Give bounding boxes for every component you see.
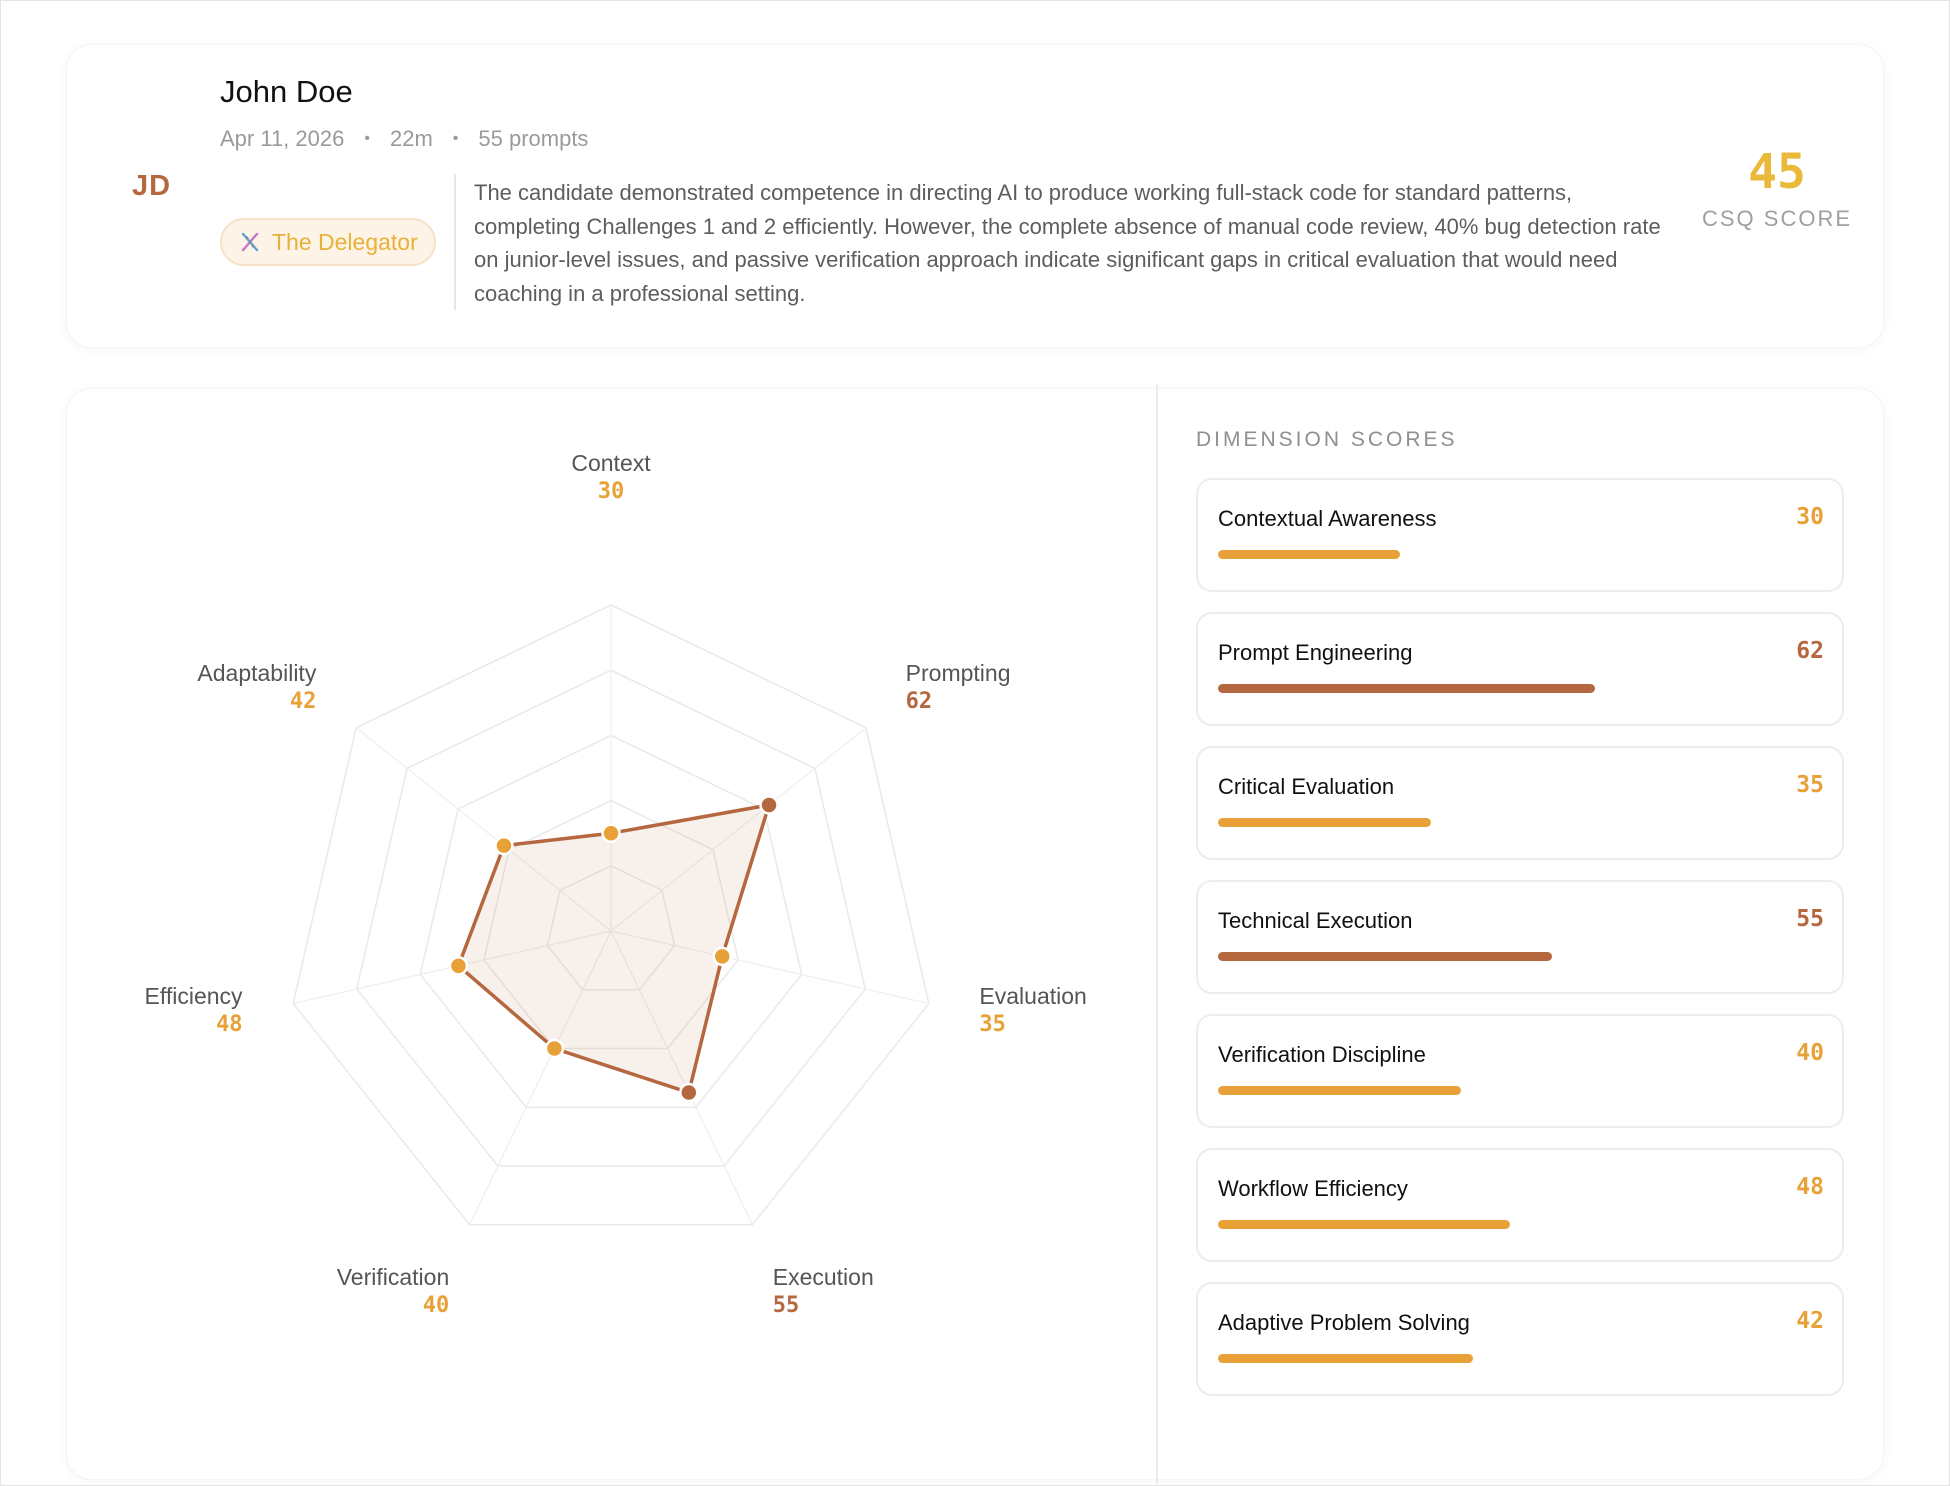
radar-axis-value: 48 [216,1012,243,1037]
dimension-score: 30 [1796,504,1824,530]
dimension-bar-fill [1218,550,1401,559]
dimension-bar-fill [1218,1086,1462,1095]
prompt-count: 55 prompts [478,126,589,151]
candidate-header-card [66,44,1884,348]
dimension-score-list: Contextual Awareness 30 Prompt Engineeri… [1196,478,1844,1416]
radar-point-prompting [759,795,779,815]
radar-data-area [448,795,779,1103]
radar-axis-line [610,727,867,932]
radar-axis-label: Context [571,450,651,476]
dimension-name: Workflow Efficiency [1218,1176,1408,1201]
radar-axis-line [610,930,753,1225]
dimension-item: Contextual Awareness 30 [1196,478,1844,592]
candidate-meta: Apr 11, 2026 • 22m • 55 prompts [220,126,588,152]
radar-axis-label: Verification [337,1264,450,1290]
dimension-score: 40 [1796,1040,1824,1066]
radar-axis-label: Adaptability [197,660,316,686]
dimension-name: Contextual Awareness [1218,506,1437,531]
radar-axis-line [610,930,929,1005]
radar-point-evaluation [712,946,732,967]
dimension-bar-track [1218,952,1826,961]
radar-axis-value: 62 [906,689,933,714]
radar-axis-value: 30 [598,479,625,504]
dimension-bar-fill [1218,684,1595,693]
separator-dot: • [452,130,459,147]
radar-grid-ring [483,799,739,1050]
radar-axis-value: 40 [423,1293,450,1318]
radar-axis-line [469,930,612,1225]
radar-grid-ring [355,669,867,1167]
radar-axis-label: Efficiency [145,983,244,1009]
radar-grid [292,604,930,1226]
radar-data-polygon [456,803,771,1095]
column-divider [1156,384,1158,1484]
radar-grid-ring [292,604,930,1226]
radar-point-adaptability [494,835,514,856]
dimension-score: 55 [1796,906,1824,932]
dimension-item: Critical Evaluation 35 [1196,746,1844,860]
radar-point-verification [544,1038,565,1059]
radar-axis-label: Prompting [906,660,1011,686]
dimension-scores-title: DIMENSION SCORES [1196,428,1458,451]
avatar-initials: JD [132,170,172,202]
radar-axis-label: Evaluation [979,983,1086,1009]
csq-score-value: 45 [1748,144,1806,200]
candidate-name: John Doe [220,74,353,109]
summary-divider [454,174,456,310]
radar-grid-ring [546,864,676,991]
dimension-bar-fill [1218,952,1553,961]
radar-point-execution [679,1082,699,1103]
dimension-bar-track [1218,818,1826,827]
radar-chart: Context 30 Prompting 62 Evaluation 35 Executio… [145,450,1087,1318]
dimension-item: Technical Execution 55 [1196,880,1844,994]
dimension-bar-fill [1218,1354,1474,1363]
dimension-name: Technical Execution [1218,908,1413,933]
session-date: Apr 11, 2026 [220,126,345,151]
dimension-score: 62 [1796,638,1824,664]
dimension-item: Verification Discipline 40 [1196,1014,1844,1128]
dimension-name: Prompt Engineering [1218,640,1413,665]
candidate-summary: The candidate demonstrated competence in… [474,180,1661,306]
radar-axis-line [355,727,612,932]
dimension-score: 35 [1796,772,1824,798]
dimension-item: Workflow Efficiency 48 [1196,1148,1844,1262]
radar-axis-value: 35 [979,1012,1006,1037]
dimension-name: Adaptive Problem Solving [1218,1310,1470,1335]
radar-axis-value: 55 [773,1293,800,1318]
dimension-name: Critical Evaluation [1218,774,1395,799]
radar-point-efficiency [448,956,469,976]
session-duration: 22m [389,126,433,151]
radar-axis-label: Execution [773,1264,874,1290]
dimension-name: Verification Discipline [1218,1042,1426,1067]
dimension-bar-track [1218,550,1826,559]
dimension-bar-track [1218,1086,1826,1095]
archetype-label: The Delegator [272,228,418,255]
dimension-bar-track [1218,1354,1826,1363]
separator-dot: • [364,130,370,147]
dimension-bar-track [1218,1220,1826,1229]
archetype-badge: The Delegator [220,218,436,266]
dimension-item: Prompt Engineering 62 [1196,612,1844,726]
dimension-bar-fill [1218,818,1431,827]
dimension-bar-track [1218,684,1826,693]
radar-labels: Context 30 Prompting 62 Evaluation 35 Executio… [145,450,1087,1318]
csq-score-label: CSQ SCORE [1701,206,1853,231]
dimension-bar-fill [1218,1220,1510,1229]
radar-point-context [601,823,621,843]
radar-grid-ring [419,734,803,1108]
dna-icon [241,232,259,252]
dimension-score: 48 [1796,1174,1824,1200]
dimension-item: Adaptive Problem Solving 42 [1196,1282,1844,1396]
radar-axis-value: 42 [290,689,317,714]
dimension-score: 42 [1796,1308,1824,1334]
